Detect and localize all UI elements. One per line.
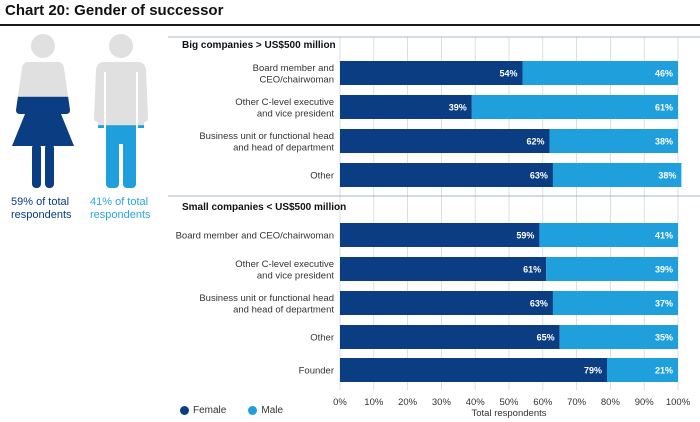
x-tick-label: 60%: [533, 397, 553, 408]
legend-label-female: Female: [193, 405, 227, 416]
value-label-female: 79%: [584, 366, 602, 376]
x-tick-label: 80%: [601, 397, 621, 408]
bar-male: [549, 129, 678, 153]
section-title: Big companies > US$500 million: [182, 40, 336, 51]
category-label: Board member and: [253, 63, 334, 74]
category-label: Other C-level executive: [235, 259, 334, 270]
x-tick-label: 30%: [432, 397, 452, 408]
bar-male: [471, 95, 678, 119]
category-label: CEO/chairwoman: [260, 74, 334, 85]
value-label-female: 54%: [500, 69, 518, 79]
x-tick-label: 10%: [364, 397, 384, 408]
value-label-female: 39%: [449, 103, 467, 113]
value-label-female: 63%: [530, 299, 548, 309]
legend-item-male: Male: [248, 405, 283, 416]
female-figure-icon: [12, 34, 74, 188]
value-label-female: 62%: [527, 137, 545, 147]
bar-female: [340, 163, 553, 187]
value-label-female: 65%: [537, 333, 555, 343]
bar-male: [552, 291, 678, 315]
value-label-male: 46%: [655, 69, 673, 79]
value-label-male: 38%: [655, 137, 673, 147]
category-label: Founder: [299, 366, 334, 377]
value-label-male: 21%: [655, 366, 673, 376]
category-label: Board member and CEO/chairwoman: [176, 231, 334, 242]
section-title: Small companies < US$500 million: [182, 202, 346, 213]
bar-male: [552, 163, 682, 187]
male-figure-icon: [94, 34, 148, 188]
legend-item-female: Female: [180, 405, 226, 416]
category-label: Other C-level executive: [235, 97, 334, 108]
x-tick-label: 70%: [567, 397, 587, 408]
x-tick-label: 100%: [666, 397, 691, 408]
value-label-female: 59%: [516, 231, 534, 241]
bar-female: [340, 325, 560, 349]
category-label: and head of department: [233, 142, 334, 153]
bar-male: [546, 257, 678, 281]
category-label: Business unit or functional head: [199, 131, 334, 142]
x-tick-label: 50%: [499, 397, 519, 408]
value-label-male: 41%: [655, 231, 673, 241]
category-label: and vice president: [257, 270, 334, 281]
bar-male: [607, 358, 678, 382]
category-label: and head of department: [233, 304, 334, 315]
x-tick-label: 40%: [466, 397, 486, 408]
legend-swatch-female: [180, 406, 189, 415]
title-rule: [0, 24, 700, 26]
value-label-male: 38%: [658, 171, 676, 181]
female-total-label: 59% of total respondents: [11, 196, 72, 221]
bar-female: [340, 129, 550, 153]
x-tick-label: 90%: [635, 397, 655, 408]
category-label: and vice president: [257, 108, 334, 119]
value-label-male: 37%: [655, 299, 673, 309]
bar-female: [340, 291, 553, 315]
legend-swatch-male: [248, 406, 258, 415]
chart-title: Chart 20: Gender of successor: [5, 2, 224, 19]
category-label: Other: [310, 333, 334, 344]
value-label-male: 39%: [655, 265, 673, 275]
value-label-male: 35%: [655, 333, 673, 343]
bar-male: [539, 223, 678, 247]
bar-female: [340, 223, 540, 247]
bar-male: [522, 61, 678, 85]
bar-male: [559, 325, 678, 349]
bar-female: [340, 358, 608, 382]
x-axis-title: Total respondents: [472, 408, 547, 419]
bar-female: [340, 61, 523, 85]
bar-female: [340, 257, 547, 281]
value-label-male: 61%: [655, 103, 673, 113]
male-total-label: 41% of total respondents: [90, 196, 151, 221]
category-label: Business unit or functional head: [199, 293, 334, 304]
value-label-female: 61%: [523, 265, 541, 275]
bar-female: [340, 95, 472, 119]
x-tick-label: 0%: [333, 397, 347, 408]
x-tick-label: 20%: [398, 397, 418, 408]
legend-label-male: Male: [261, 405, 284, 416]
value-label-female: 63%: [530, 171, 548, 181]
category-label: Other: [310, 171, 334, 182]
legend: Female Male: [180, 405, 299, 416]
